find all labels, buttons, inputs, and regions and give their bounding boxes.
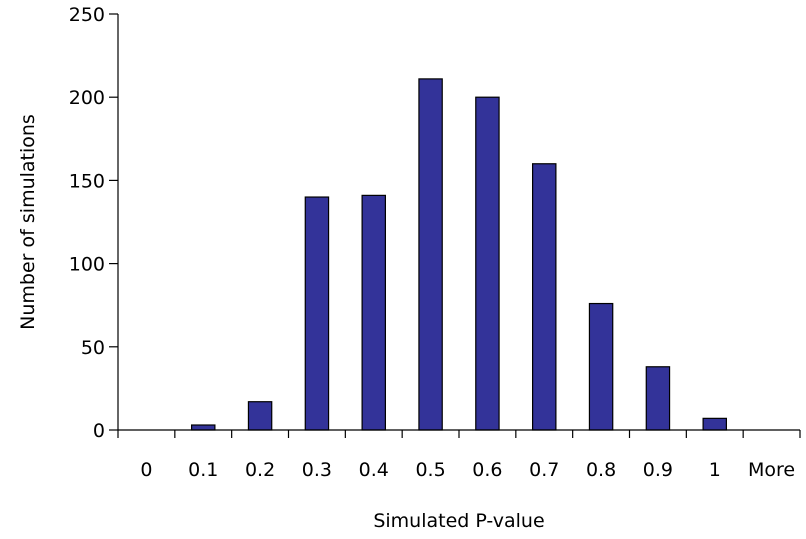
bar (190, 424, 216, 431)
x-axis-ticks: 0 0.1 0.2 0.3 0.4 0.5 0.6 0.7 0.8 0.9 1 More (117, 430, 801, 481)
x-tick-label: 0.1 (188, 459, 218, 481)
bar (304, 196, 330, 431)
y-tick-label: 100 (69, 254, 105, 276)
bar (418, 78, 443, 431)
x-tick-label: 0.8 (586, 459, 616, 481)
x-axis-title: Simulated P-value (373, 510, 544, 532)
y-axis-title: Number of simulations (17, 114, 39, 330)
y-tick-label: 250 (69, 4, 105, 26)
bar (702, 417, 728, 431)
bar (531, 163, 557, 431)
x-tick-label: 0.7 (529, 459, 559, 481)
bar (645, 366, 671, 431)
bar (247, 401, 273, 431)
x-tick-label: 0.4 (359, 459, 389, 481)
bar (361, 194, 387, 431)
x-tick-label: 0 (140, 459, 152, 481)
y-axis-ticks: 0 50 100 150 200 250 (69, 4, 118, 442)
x-tick-label: 0.6 (472, 459, 502, 481)
x-tick-label: More (748, 459, 795, 481)
x-tick-label: 0.9 (643, 459, 673, 481)
bars (190, 78, 728, 431)
x-tick-label: 1 (709, 459, 721, 481)
y-tick-label: 200 (69, 87, 105, 109)
x-tick-label: 0.3 (302, 459, 332, 481)
x-tick-label: 0.5 (415, 459, 445, 481)
y-tick-label: 0 (93, 420, 105, 442)
y-tick-label: 150 (69, 170, 105, 192)
y-tick-label: 50 (81, 337, 105, 359)
bar (588, 302, 614, 431)
bar (475, 96, 500, 431)
x-tick-label: 0.2 (245, 459, 275, 481)
